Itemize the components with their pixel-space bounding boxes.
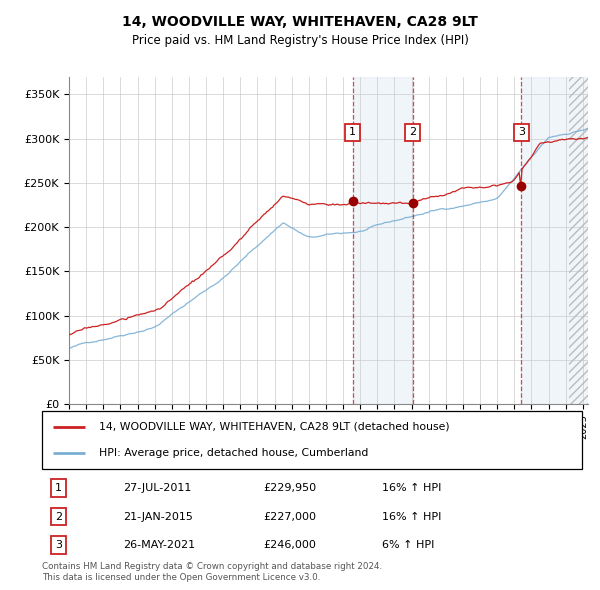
Text: 14, WOODVILLE WAY, WHITEHAVEN, CA28 9LT (detached house): 14, WOODVILLE WAY, WHITEHAVEN, CA28 9LT … [98,422,449,432]
Bar [569,77,595,404]
Text: 1: 1 [349,127,356,137]
Text: £227,000: £227,000 [263,512,316,522]
Text: £229,950: £229,950 [263,483,317,493]
Text: £246,000: £246,000 [263,540,316,550]
Text: 2: 2 [409,127,416,137]
Text: This data is licensed under the Open Government Licence v3.0.: This data is licensed under the Open Gov… [42,573,320,582]
Text: 1: 1 [55,483,62,493]
Text: 16% ↑ HPI: 16% ↑ HPI [382,483,442,493]
Text: 26-MAY-2021: 26-MAY-2021 [123,540,195,550]
Bar [353,77,413,404]
Text: Price paid vs. HM Land Registry's House Price Index (HPI): Price paid vs. HM Land Registry's House … [131,34,469,47]
Text: 14, WOODVILLE WAY, WHITEHAVEN, CA28 9LT: 14, WOODVILLE WAY, WHITEHAVEN, CA28 9LT [122,15,478,29]
Text: 2: 2 [55,512,62,522]
Text: 3: 3 [55,540,62,550]
Text: 21-JAN-2015: 21-JAN-2015 [123,512,193,522]
Text: HPI: Average price, detached house, Cumberland: HPI: Average price, detached house, Cumb… [98,448,368,458]
Text: Contains HM Land Registry data © Crown copyright and database right 2024.: Contains HM Land Registry data © Crown c… [42,562,382,571]
Bar [521,77,592,404]
Text: 6% ↑ HPI: 6% ↑ HPI [382,540,434,550]
Text: 3: 3 [518,127,524,137]
Text: 16% ↑ HPI: 16% ↑ HPI [382,512,442,522]
Text: 27-JUL-2011: 27-JUL-2011 [123,483,191,493]
